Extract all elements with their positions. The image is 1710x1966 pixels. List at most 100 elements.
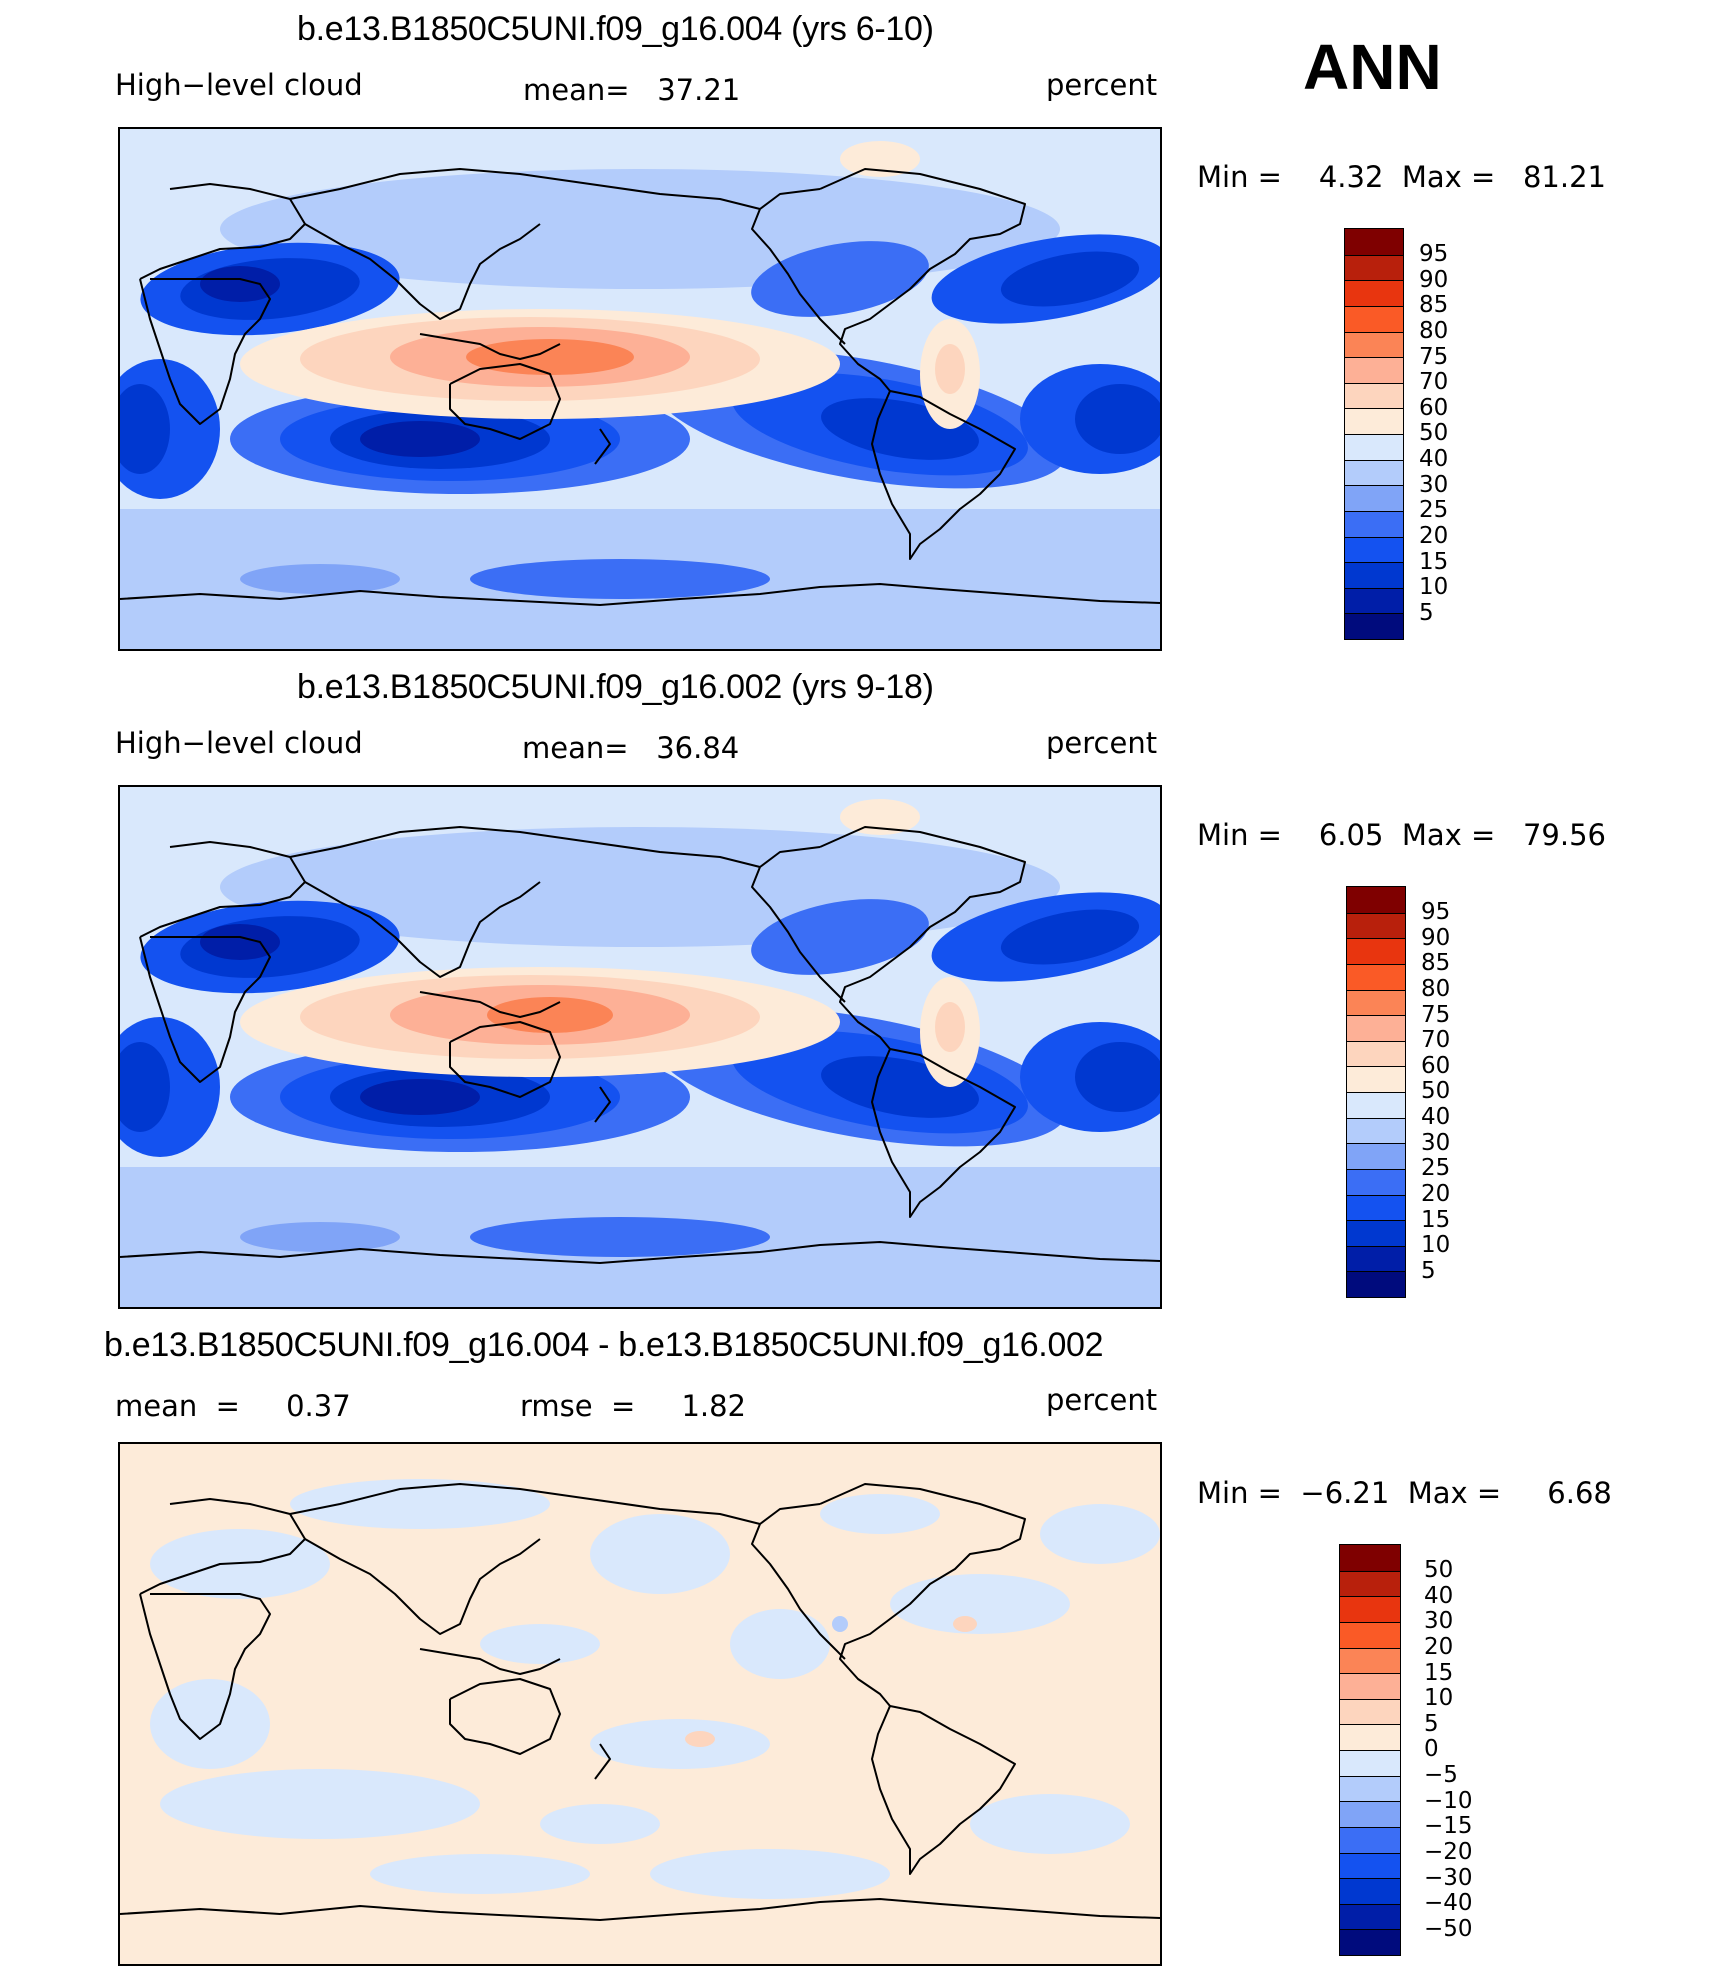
colorbar-swatch: [1347, 1194, 1405, 1221]
colorbar-swatch: [1345, 536, 1403, 563]
coastline: [871, 1705, 1016, 1875]
colorbar-tick-label: 30: [1419, 471, 1449, 498]
contour-region: [751, 899, 929, 975]
coastline: [594, 428, 611, 465]
contour-region: [470, 559, 770, 599]
colorbar-swatch: [1345, 280, 1403, 306]
colorbar-swatch: [1347, 1143, 1405, 1169]
colorbar-tick-label: 50: [1419, 420, 1449, 447]
panel-2-units-label: percent: [1046, 726, 1158, 760]
colorbar-tick-label: −10: [1424, 1787, 1473, 1814]
contour-region: [590, 1719, 770, 1769]
colorbar-swatch: [1340, 1750, 1400, 1776]
contour-region: [840, 141, 920, 177]
colorbar-swatch: [1347, 887, 1405, 913]
panel-1-colorbar: [1344, 228, 1404, 640]
colorbar-swatch: [1345, 408, 1403, 434]
coastline: [139, 278, 271, 425]
panel-1-units-label: percent: [1046, 68, 1158, 102]
colorbar-tick-label: 90: [1419, 266, 1449, 293]
colorbar-tick-label: 5: [1421, 1257, 1436, 1284]
panel-2-variable-label: High−level cloud: [115, 726, 363, 760]
colorbar-tick-label: 30: [1421, 1129, 1451, 1156]
colorbar-tick-label: 15: [1419, 548, 1449, 575]
colorbar-tick-label: 15: [1424, 1659, 1454, 1686]
contour-region: [540, 1804, 660, 1844]
colorbar-tick-label: 85: [1419, 292, 1449, 319]
colorbar-swatch: [1347, 938, 1405, 964]
coastline: [419, 991, 561, 1018]
contour-region: [1000, 251, 1140, 307]
colorbar-swatch: [1347, 963, 1405, 990]
contour-region: [751, 241, 929, 317]
coastline: [419, 1648, 561, 1675]
colorbar-swatch: [1340, 1673, 1400, 1699]
panel-2-minmax: Min = 6.05 Max = 79.56: [1197, 818, 1607, 852]
contour-region: [730, 1609, 830, 1679]
colorbar-tick-label: −40: [1424, 1890, 1473, 1917]
contour-region: [953, 1616, 977, 1632]
panel-3-mean-label: mean = 0.37: [115, 1389, 351, 1423]
contour-region: [290, 1479, 550, 1529]
contour-region: [466, 339, 634, 375]
colorbar-tick-label: 15: [1421, 1206, 1451, 1233]
coastline: [120, 583, 1160, 606]
colorbar-tick-label: 95: [1419, 241, 1449, 267]
contour-region: [160, 1769, 480, 1839]
colorbar-tick-label: 30: [1424, 1608, 1454, 1635]
colorbar-tick-label: 0: [1424, 1736, 1439, 1763]
coastline: [819, 1483, 1026, 1707]
contour-region: [120, 384, 170, 474]
colorbar-swatch: [1347, 1117, 1405, 1144]
colorbar-tick-label: −50: [1424, 1915, 1473, 1942]
contour-region: [970, 1794, 1130, 1854]
colorbar-swatch: [1340, 1545, 1400, 1571]
colorbar-tick-label: 75: [1421, 1001, 1451, 1028]
colorbar-tick-label: 90: [1421, 924, 1451, 951]
contour-region: [935, 344, 965, 394]
panel-1-minmax: Min = 4.32 Max = 81.21: [1197, 160, 1607, 194]
panel-3-units-label: percent: [1046, 1383, 1158, 1417]
colorbar-tick-label: 5: [1424, 1710, 1439, 1737]
coastline: [819, 826, 1026, 1050]
panel-1-map: [118, 127, 1162, 651]
panel-2-title: b.e13.B1850C5UNI.f09_g16.002 (yrs 9-18): [297, 668, 934, 706]
contour-region: [685, 1731, 715, 1747]
coastline: [449, 1678, 561, 1755]
panel-3-contour-field: [120, 1444, 1160, 1964]
colorbar-swatch: [1347, 1168, 1405, 1195]
colorbar-tick-label: 10: [1421, 1232, 1451, 1259]
coastline: [594, 1743, 611, 1780]
contour-region: [200, 924, 280, 960]
contour-region: [832, 1616, 848, 1632]
colorbar-tick-label: 5: [1419, 599, 1434, 626]
contour-region: [890, 1574, 1070, 1634]
coastline: [139, 841, 306, 938]
contour-region: [470, 1217, 770, 1257]
contour-region: [120, 1042, 170, 1132]
colorbar-tick-label: 20: [1424, 1633, 1454, 1660]
contour-region: [480, 1624, 600, 1664]
colorbar-swatch: [1347, 1040, 1405, 1067]
panel-2-map: [118, 785, 1162, 1309]
colorbar-tick-label: 75: [1419, 343, 1449, 370]
colorbar-tick-label: 85: [1421, 950, 1451, 977]
panel-1-contour-field: [120, 129, 1160, 649]
colorbar-swatch: [1345, 562, 1403, 588]
panel-1-variable-label: High−level cloud: [115, 68, 363, 102]
colorbar-swatch: [1340, 1724, 1400, 1750]
contour-band: [120, 787, 1160, 827]
colorbar-swatch: [1340, 1775, 1400, 1802]
panel-3-rmse-label: rmse = 1.82: [520, 1389, 747, 1423]
coastline: [871, 1048, 1016, 1218]
panel-2-contour-field: [120, 787, 1160, 1307]
colorbar-swatch: [1340, 1570, 1400, 1597]
contour-region: [240, 1222, 400, 1252]
colorbar-tick-label: 70: [1421, 1027, 1451, 1054]
panel-3-map: [118, 1442, 1162, 1966]
panel-3-colorbar: [1339, 1544, 1401, 1956]
contour-region: [1075, 1042, 1160, 1112]
colorbar-swatch: [1340, 1852, 1400, 1879]
panel-3-title: b.e13.B1850C5UNI.f09_g16.004 - b.e13.B18…: [104, 1326, 1104, 1364]
colorbar-tick-label: 95: [1421, 899, 1451, 925]
